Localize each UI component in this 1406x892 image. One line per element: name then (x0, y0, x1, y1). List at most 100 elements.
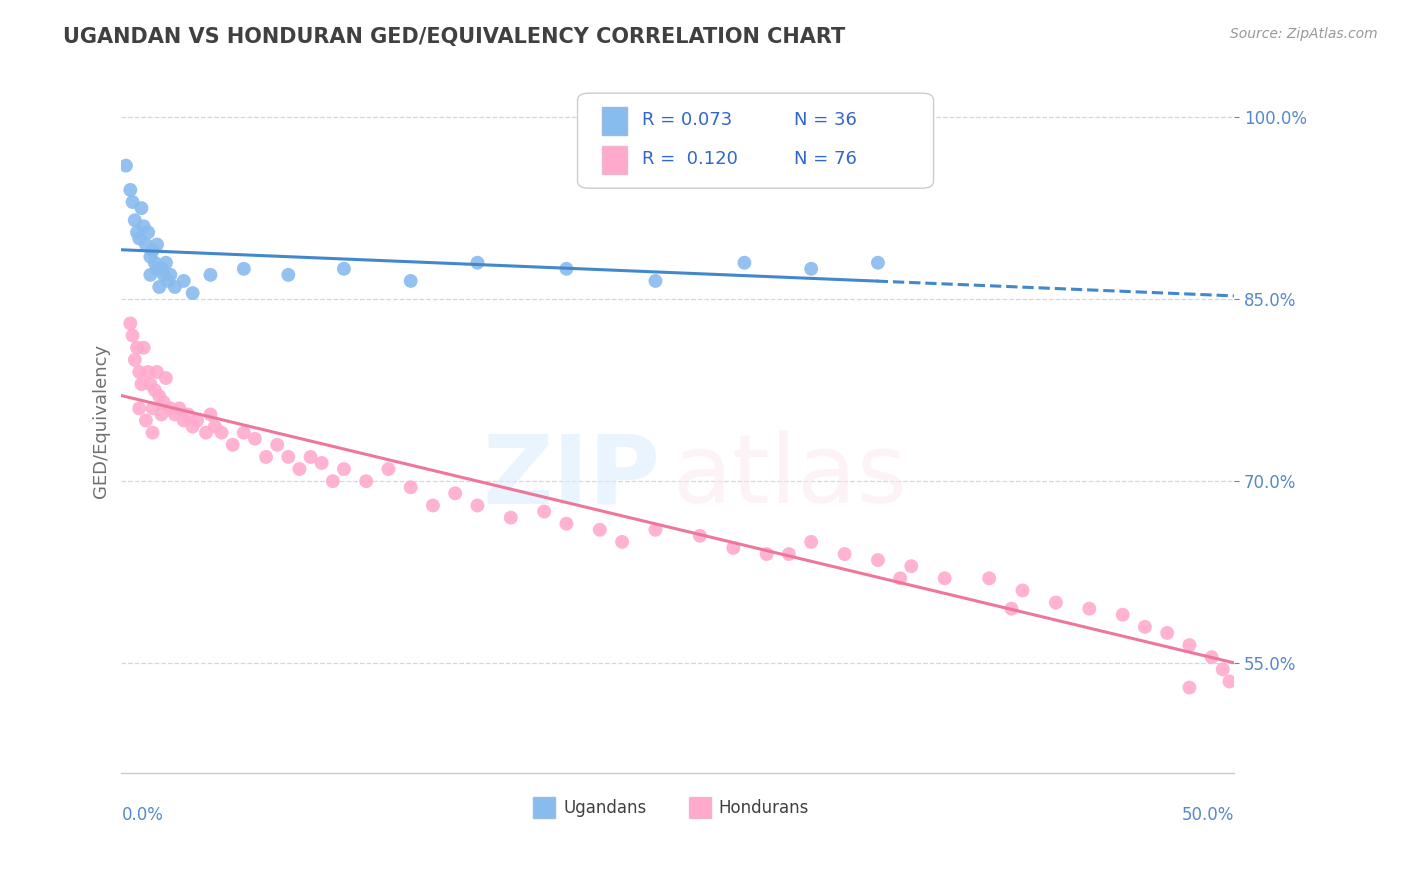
Point (778, 547, 800, 561)
Text: UGANDAN VS HONDURAN GED/EQUIVALENCY CORRELATION CHART: UGANDAN VS HONDURAN GED/EQUIVALENCY CORR… (63, 27, 845, 46)
Point (689, 529, 711, 543)
Point (146, 261, 169, 276)
Text: Ugandans: Ugandans (562, 798, 647, 817)
Point (152, 268, 174, 282)
Point (1111, 607, 1133, 622)
Point (311, 456, 333, 470)
Text: Source: ZipAtlas.com: Source: ZipAtlas.com (1230, 27, 1378, 41)
Point (169, 401, 191, 416)
Point (128, 401, 150, 416)
Y-axis label: GED/Equivalency: GED/Equivalency (93, 343, 110, 498)
Point (1201, 650, 1223, 665)
Point (131, 201, 153, 215)
Point (142, 401, 165, 416)
Point (889, 571, 911, 585)
Point (834, 547, 856, 561)
Point (132, 341, 155, 355)
Point (163, 408, 186, 422)
Point (155, 371, 177, 385)
Point (120, 317, 142, 331)
Point (800, 261, 823, 276)
Point (1133, 620, 1156, 634)
Text: R = 0.073: R = 0.073 (643, 111, 733, 129)
Point (589, 523, 612, 537)
Point (143, 383, 166, 397)
Point (195, 425, 218, 440)
Point (128, 365, 150, 379)
Point (288, 462, 311, 476)
Point (146, 365, 169, 379)
Point (177, 408, 200, 422)
Point (128, 231, 150, 245)
FancyBboxPatch shape (602, 146, 627, 174)
Point (121, 194, 143, 209)
Point (173, 274, 195, 288)
Point (121, 328, 143, 343)
Point (125, 341, 148, 355)
Point (934, 571, 956, 585)
Point (277, 450, 299, 464)
Point (139, 268, 162, 282)
Text: N = 76: N = 76 (794, 150, 858, 168)
FancyBboxPatch shape (689, 797, 711, 818)
FancyBboxPatch shape (533, 797, 555, 818)
Point (333, 462, 356, 476)
Point (124, 213, 146, 227)
Point (143, 256, 166, 270)
Point (555, 261, 578, 276)
Point (159, 401, 181, 416)
Point (232, 425, 254, 440)
Point (142, 425, 165, 440)
Point (354, 474, 377, 488)
Point (139, 377, 162, 392)
Point (254, 450, 277, 464)
Point (733, 256, 755, 270)
Point (152, 395, 174, 409)
Point (1011, 583, 1033, 598)
Point (644, 274, 666, 288)
Point (467, 499, 489, 513)
Point (610, 535, 633, 549)
Point (146, 237, 169, 252)
Point (200, 408, 222, 422)
Point (399, 274, 422, 288)
Text: atlas: atlas (672, 430, 907, 524)
Point (243, 432, 266, 446)
Point (181, 419, 204, 434)
Point (322, 474, 344, 488)
Point (277, 268, 299, 282)
Point (148, 280, 170, 294)
Point (159, 268, 181, 282)
Point (1178, 681, 1201, 695)
Point (150, 261, 173, 276)
Point (723, 541, 745, 555)
Point (181, 286, 204, 301)
Point (135, 413, 157, 427)
Point (1156, 626, 1178, 640)
Point (1212, 662, 1234, 676)
FancyBboxPatch shape (578, 93, 934, 188)
Point (115, 159, 138, 173)
Point (644, 523, 666, 537)
Point (186, 413, 208, 427)
Point (131, 377, 153, 392)
Point (173, 413, 195, 427)
Point (377, 462, 399, 476)
Point (1045, 596, 1067, 610)
Point (125, 226, 148, 240)
Text: R =  0.120: R = 0.120 (643, 150, 738, 168)
Text: ZIP: ZIP (484, 430, 661, 524)
Point (533, 504, 555, 518)
Point (200, 268, 222, 282)
Point (150, 408, 173, 422)
Point (120, 183, 142, 197)
Point (333, 261, 356, 276)
Point (135, 237, 157, 252)
Point (555, 516, 578, 531)
Point (444, 486, 467, 500)
Point (132, 219, 155, 234)
Point (979, 571, 1001, 585)
Point (155, 256, 177, 270)
Point (136, 226, 159, 240)
Text: Hondurans: Hondurans (718, 798, 810, 817)
